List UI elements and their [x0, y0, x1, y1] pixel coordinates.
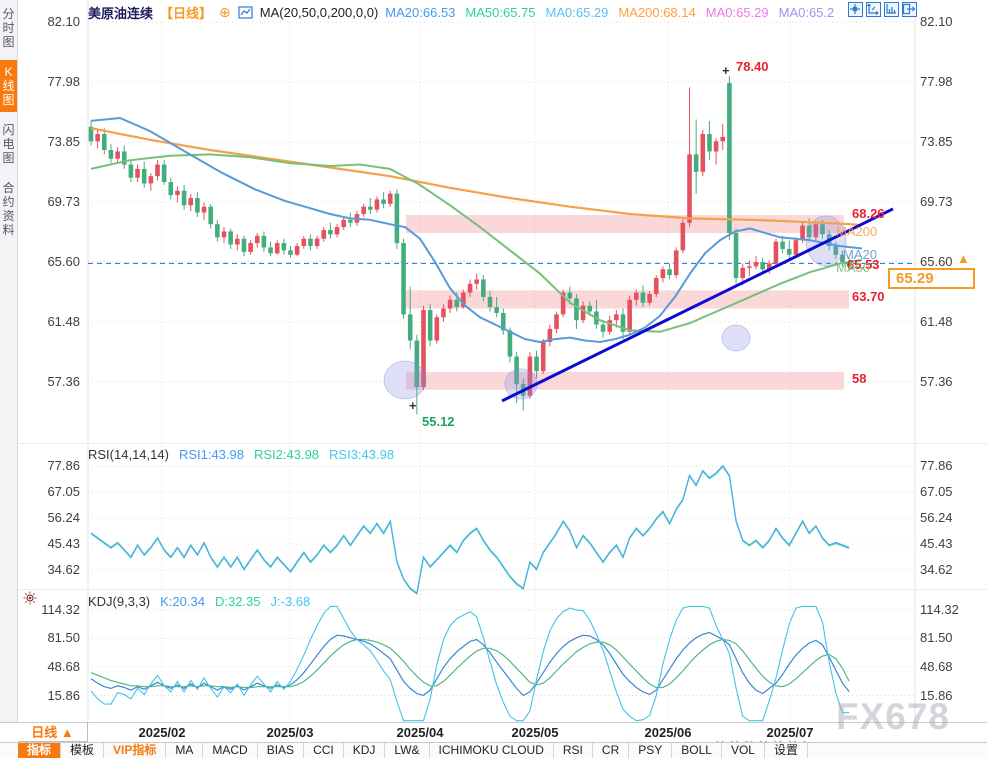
toolbar-tab-设置[interactable]: 设置 [765, 743, 808, 758]
toolbar-tab-CR[interactable]: CR [593, 743, 630, 758]
ma-value-chip: MA0:65.29 [545, 4, 609, 20]
chart-type-icon[interactable] [238, 5, 253, 19]
toolbar-tab-模板[interactable]: 模板 [61, 743, 105, 758]
exit-right-icon[interactable] [902, 2, 917, 17]
partial-tick-marks: -- -- -- -- -- -- - [716, 736, 808, 746]
rsi-value-chip: RSI2:43.98 [253, 447, 320, 462]
month-label: 2025/03 [266, 725, 314, 740]
ma-values: MA20:66.53 MA50:65.75 MA0:65.29 MA200:68.14… [385, 5, 834, 20]
add-indicator-icon[interactable]: ⊕ [219, 3, 231, 20]
symbol-title: 美原油连续 [88, 5, 154, 21]
period-label: 【日线】 [160, 5, 213, 21]
sidebar-tab-K线图[interactable]: K 线 图 [0, 60, 17, 112]
kdj-value-chip: J:-3.68 [270, 594, 311, 609]
move-crosshair-icon[interactable] [848, 2, 863, 17]
month-label: 2025/02 [138, 725, 186, 740]
toolbar-tab-指标[interactable]: 指标 [18, 743, 62, 758]
kdj-values: K:20.34 D:32.35 J:-3.68 [160, 594, 310, 609]
kdj-value-chip: K:20.34 [160, 594, 205, 609]
toolbar-tab-MA[interactable]: MA [166, 743, 204, 758]
ma-value-chip: MA200:68.14 [618, 4, 696, 20]
rsi-name: RSI(14,14,14) [88, 447, 169, 462]
kdj-value-chip: D:32.35 [214, 594, 261, 609]
left-sidebar: 分 时 图 K 线 图闪 电 图合 约 资 料 [0, 0, 18, 742]
sun-marker-icon [23, 591, 37, 610]
ma-value-chip: MA0:65.2 [778, 4, 835, 20]
toolbar-tab-VOL[interactable]: VOL [722, 743, 765, 758]
month-label: 2025/07 [766, 725, 814, 740]
toolbar-tab-KDJ[interactable]: KDJ [344, 743, 386, 758]
kdj-name: KDJ(9,3,3) [88, 594, 151, 609]
toolbar-tab-CCI[interactable]: CCI [304, 743, 344, 758]
ma-value-chip: MA20:66.53 [385, 4, 456, 20]
month-label: 2025/04 [396, 725, 444, 740]
toolbar-tab-VIP指标[interactable]: VIP指标 [104, 743, 167, 758]
candles-layer [88, 75, 852, 415]
ma-value-chip: MA50:65.75 [465, 4, 536, 20]
indicator-toolbar: 指标 模板 VIP指标 MA MACD BIAS CCI KDJ LW& ICHIMOKU CLO… [0, 742, 987, 758]
chart-header: 美原油连续 【日线】 ⊕ MA(20,50,0,200,0,0) MA20:66… [88, 3, 834, 21]
sidebar-tab-分时图[interactable]: 分 时 图 [2, 7, 15, 49]
month-label: 2025/05 [511, 725, 559, 740]
toolbar-tab-RSI[interactable]: RSI [554, 743, 593, 758]
rsi-value-chip: RSI3:43.98 [329, 447, 395, 462]
ma-value-chip: MA0:65.29 [705, 4, 769, 20]
scale-axis-icon[interactable] [866, 2, 881, 17]
toolbar-tab-ICHIMOKU CLOUD[interactable]: ICHIMOKU CLOUD [430, 743, 554, 758]
kdj-header: KDJ(9,3,3) K:20.34 D:32.35 J:-3.68 [88, 594, 310, 609]
xaxis-row: 日线 ▲ -- -- -- -- -- -- - 2025/02 2025/03 2… [0, 722, 987, 746]
toolbar-tab-LW&[interactable]: LW& [385, 743, 430, 758]
toolbar-tab-BIAS[interactable]: BIAS [258, 743, 305, 758]
rsi-values: RSI1:43.98 RSI2:43.98 RSI3:43.98 [179, 447, 394, 462]
ma-settings-label: MA(20,50,0,200,0,0) [259, 4, 379, 20]
window-controls [848, 2, 917, 17]
rsi-header: RSI(14,14,14) RSI1:43.98 RSI2:43.98 RSI3:4… [88, 447, 394, 462]
toolbar-tab-PSY[interactable]: PSY [629, 743, 673, 758]
month-label: 2025/06 [644, 725, 692, 740]
rsi-value-chip: RSI1:43.98 [178, 447, 244, 462]
pan-axis-icon[interactable] [884, 2, 899, 17]
toolbar-tab-MACD[interactable]: MACD [203, 743, 258, 758]
period-dropdown-button[interactable]: 日线 ▲ [18, 723, 88, 742]
sidebar-tab-闪电图[interactable]: 闪 电 图 [2, 123, 15, 165]
price-up-arrow-icon: ▲ [957, 251, 970, 266]
current-price-value: 65.29 [896, 270, 934, 287]
toolbar-tab-BOLL[interactable]: BOLL [672, 743, 722, 758]
sidebar-tab-合约资料[interactable]: 合 约 资 料 [2, 181, 15, 237]
current-price-box: 65.29 [888, 268, 975, 289]
